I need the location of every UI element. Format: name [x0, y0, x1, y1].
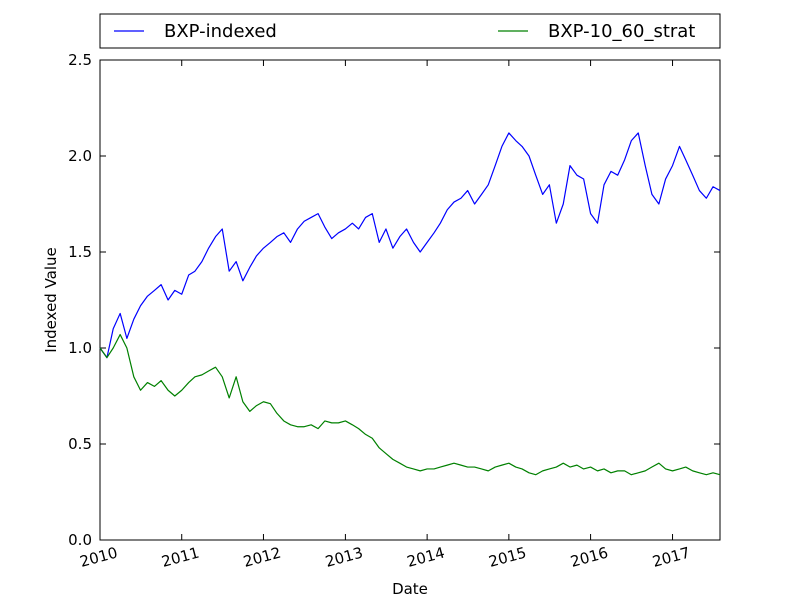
- y-tick-label: 0.5: [68, 435, 92, 453]
- y-axis-label: Indexed Value: [42, 247, 60, 353]
- legend-label-bxp-10-60-strat: BXP-10_60_strat: [548, 21, 695, 42]
- x-tick-label: 2017: [650, 544, 692, 571]
- plot-frame: [99, 59, 721, 541]
- series-line-bxp-10-60-strat: [99, 333, 721, 476]
- y-tick-label: 0.0: [68, 531, 92, 549]
- x-tick-label: 2014: [405, 544, 447, 571]
- y-axis: 0.0 0.5 1.0 1.5 2.0 2.5: [68, 51, 720, 549]
- x-tick-label: 2016: [569, 544, 611, 571]
- x-tick-label: 2012: [241, 544, 283, 571]
- x-tick-label: 2013: [323, 544, 365, 571]
- series-line-bxp-indexed: [99, 132, 721, 359]
- legend: BXP-indexed BXP-10_60_strat: [99, 13, 721, 49]
- x-tick-label: 2015: [487, 544, 529, 571]
- legend-frame: [99, 13, 721, 49]
- y-tick-label: 2.5: [68, 51, 92, 69]
- y-tick-label: 1.0: [68, 339, 92, 357]
- series-layer: [99, 132, 721, 476]
- x-tick-label: 2011: [160, 544, 202, 571]
- legend-label-bxp-indexed: BXP-indexed: [164, 21, 277, 42]
- x-axis: 2010 2011 2012 2013 2014 2015 2016 2017: [78, 60, 692, 571]
- y-tick-label: 1.5: [68, 243, 92, 261]
- x-axis-label: Date: [392, 580, 428, 598]
- y-tick-label: 2.0: [68, 147, 92, 165]
